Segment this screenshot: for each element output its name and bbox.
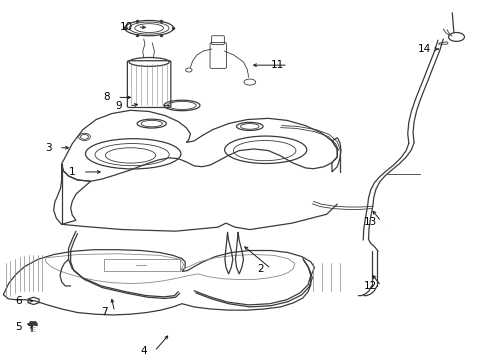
Text: 11: 11	[270, 60, 284, 70]
Text: 4: 4	[140, 346, 147, 356]
Text: 13: 13	[363, 216, 377, 226]
Text: 10: 10	[120, 22, 133, 32]
Text: 9: 9	[115, 101, 122, 111]
Text: 6: 6	[15, 296, 21, 306]
Text: 3: 3	[45, 143, 52, 153]
Text: 8: 8	[103, 93, 110, 102]
Text: 1: 1	[69, 167, 76, 177]
Text: 14: 14	[417, 44, 430, 54]
Text: 12: 12	[363, 281, 377, 291]
Text: 5: 5	[15, 322, 21, 332]
Text: 2: 2	[257, 264, 263, 274]
Text: 7: 7	[101, 307, 107, 317]
